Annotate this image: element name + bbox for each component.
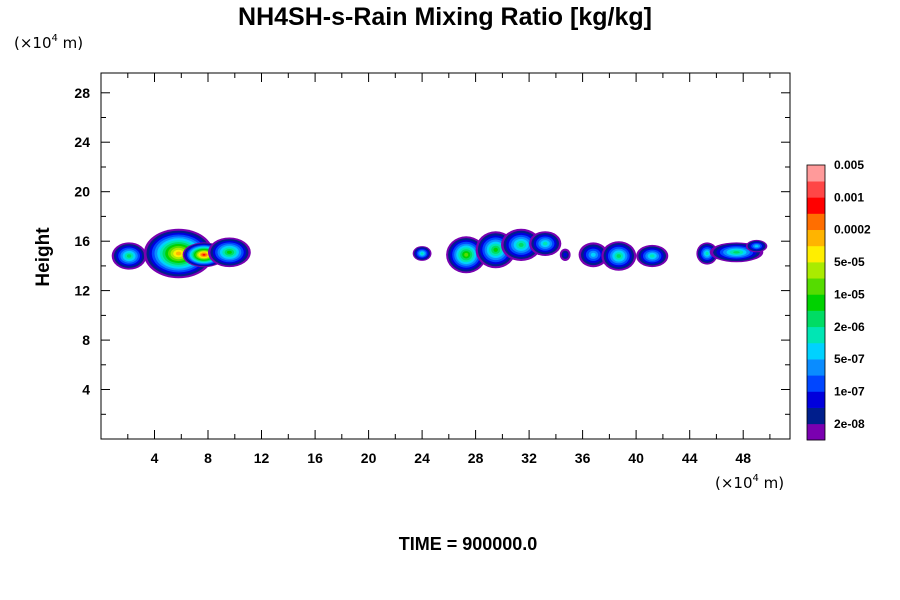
cloud-12 [636,244,669,268]
colorbar-swatch [807,375,825,392]
cloud-9 [559,248,571,261]
colorbar: 2e-08 1e-07 5e-07 2e-06 1e-05 5e-05 0.0002 0.00… [806,158,871,441]
chart-title: NH4SH-s-Rain Mixing Ratio [kg/kg] [238,3,652,31]
colorbar-label: 0.0002 [834,223,871,237]
x-tick-label: 36 [575,450,591,466]
cloud-10 [578,242,608,268]
cloud-4 [412,246,432,261]
y-tick-label: 16 [74,233,90,249]
colorbar-swatch [807,213,825,231]
y-tick-label: 20 [74,184,90,200]
colorbar-swatch [807,423,825,441]
x-tick-label: 32 [521,450,537,466]
cloud-2-level-14 [202,254,206,256]
cloud-12-level-6 [649,254,655,258]
y-unit-prefix: (×10 [14,34,52,52]
colorbar-swatch [807,197,825,214]
cloud-4-level-6 [420,252,424,255]
x-tick-label: 20 [361,450,377,466]
y-tick-label: 24 [74,134,90,150]
colorbar-swatch [807,294,825,311]
colorbar-swatch [807,359,825,376]
cloud-11-level-7 [616,254,621,258]
y-tick-label: 8 [82,332,90,348]
cloud-8 [529,231,562,256]
x-unit-exponent: 4 [753,473,759,484]
colorbar-swatch [807,262,825,279]
colorbar-label: 1e-07 [834,385,865,399]
colorbar-label: 0.005 [834,158,864,172]
colorbar-swatch [807,326,825,344]
cloud-13-level-6 [705,251,709,256]
plot-frame [100,72,791,440]
colorbar-swatch [807,278,825,295]
cloud-10-level-5 [590,252,596,257]
cloud-1-level-12 [175,251,182,256]
colorbar-label: 5e-07 [834,352,865,366]
cloud-8-level-6 [542,241,548,246]
x-tick-label: 44 [682,450,698,466]
cloud-3 [208,237,251,268]
y-unit-exponent: 4 [52,33,58,44]
x-tick-label: 28 [468,450,484,466]
cloud-7-level-7 [518,242,524,247]
x-tick-label: 16 [307,450,323,466]
x-tick-label: 40 [628,450,644,466]
cloud-6-level-8 [493,247,498,252]
x-tick-label: 48 [735,450,751,466]
colorbar-swatch [807,310,825,328]
colorbar-label: 2e-08 [834,417,865,431]
colorbar-label: 5e-05 [834,255,865,269]
colorbar-label: 2e-06 [834,320,865,334]
colorbar-swatch [807,407,825,425]
x-tick-label: 24 [414,450,430,466]
y-tick-label: 12 [74,283,90,299]
colorbar-swatch [807,181,825,198]
x-unit-prefix: (×10 [715,474,753,492]
time-label: TIME = 900000.0 [399,534,538,554]
cloud-11 [601,241,637,271]
colorbar-label: 0.001 [834,190,864,204]
colorbar-swatch [807,229,825,247]
colorbar-swatch [807,391,825,408]
colorbar-swatch [807,245,825,263]
cloud-5-level-9 [464,252,469,257]
x-tick-label: 12 [254,450,270,466]
colorbar-swatch [807,342,825,360]
x-axis-unit: (×104 m) [715,473,784,492]
cloud-15-level-5 [754,245,759,248]
cloud-15 [745,239,768,253]
x-tick-label: 4 [151,450,159,466]
cloud-3-level-8 [227,250,232,254]
y-tick-label: 4 [82,382,90,398]
x-unit-suffix: m) [759,474,784,492]
colorbar-frame [806,164,826,441]
cloud-0 [111,242,147,270]
cloud-9-level-2 [563,252,567,257]
x-tick-label: 8 [204,450,212,466]
cloud-0-level-7 [126,254,132,258]
y-tick-label: 28 [74,85,90,101]
y-axis-label: Height [33,227,54,287]
colorbar-swatch [807,165,825,182]
cloud-14-level-7 [733,251,740,254]
colorbar-label: 1e-05 [834,287,865,301]
y-axis-unit: (×104 m) [14,33,83,52]
heatmap-field [111,228,768,279]
y-unit-suffix: m) [58,34,83,52]
cloud-7 [500,228,542,261]
